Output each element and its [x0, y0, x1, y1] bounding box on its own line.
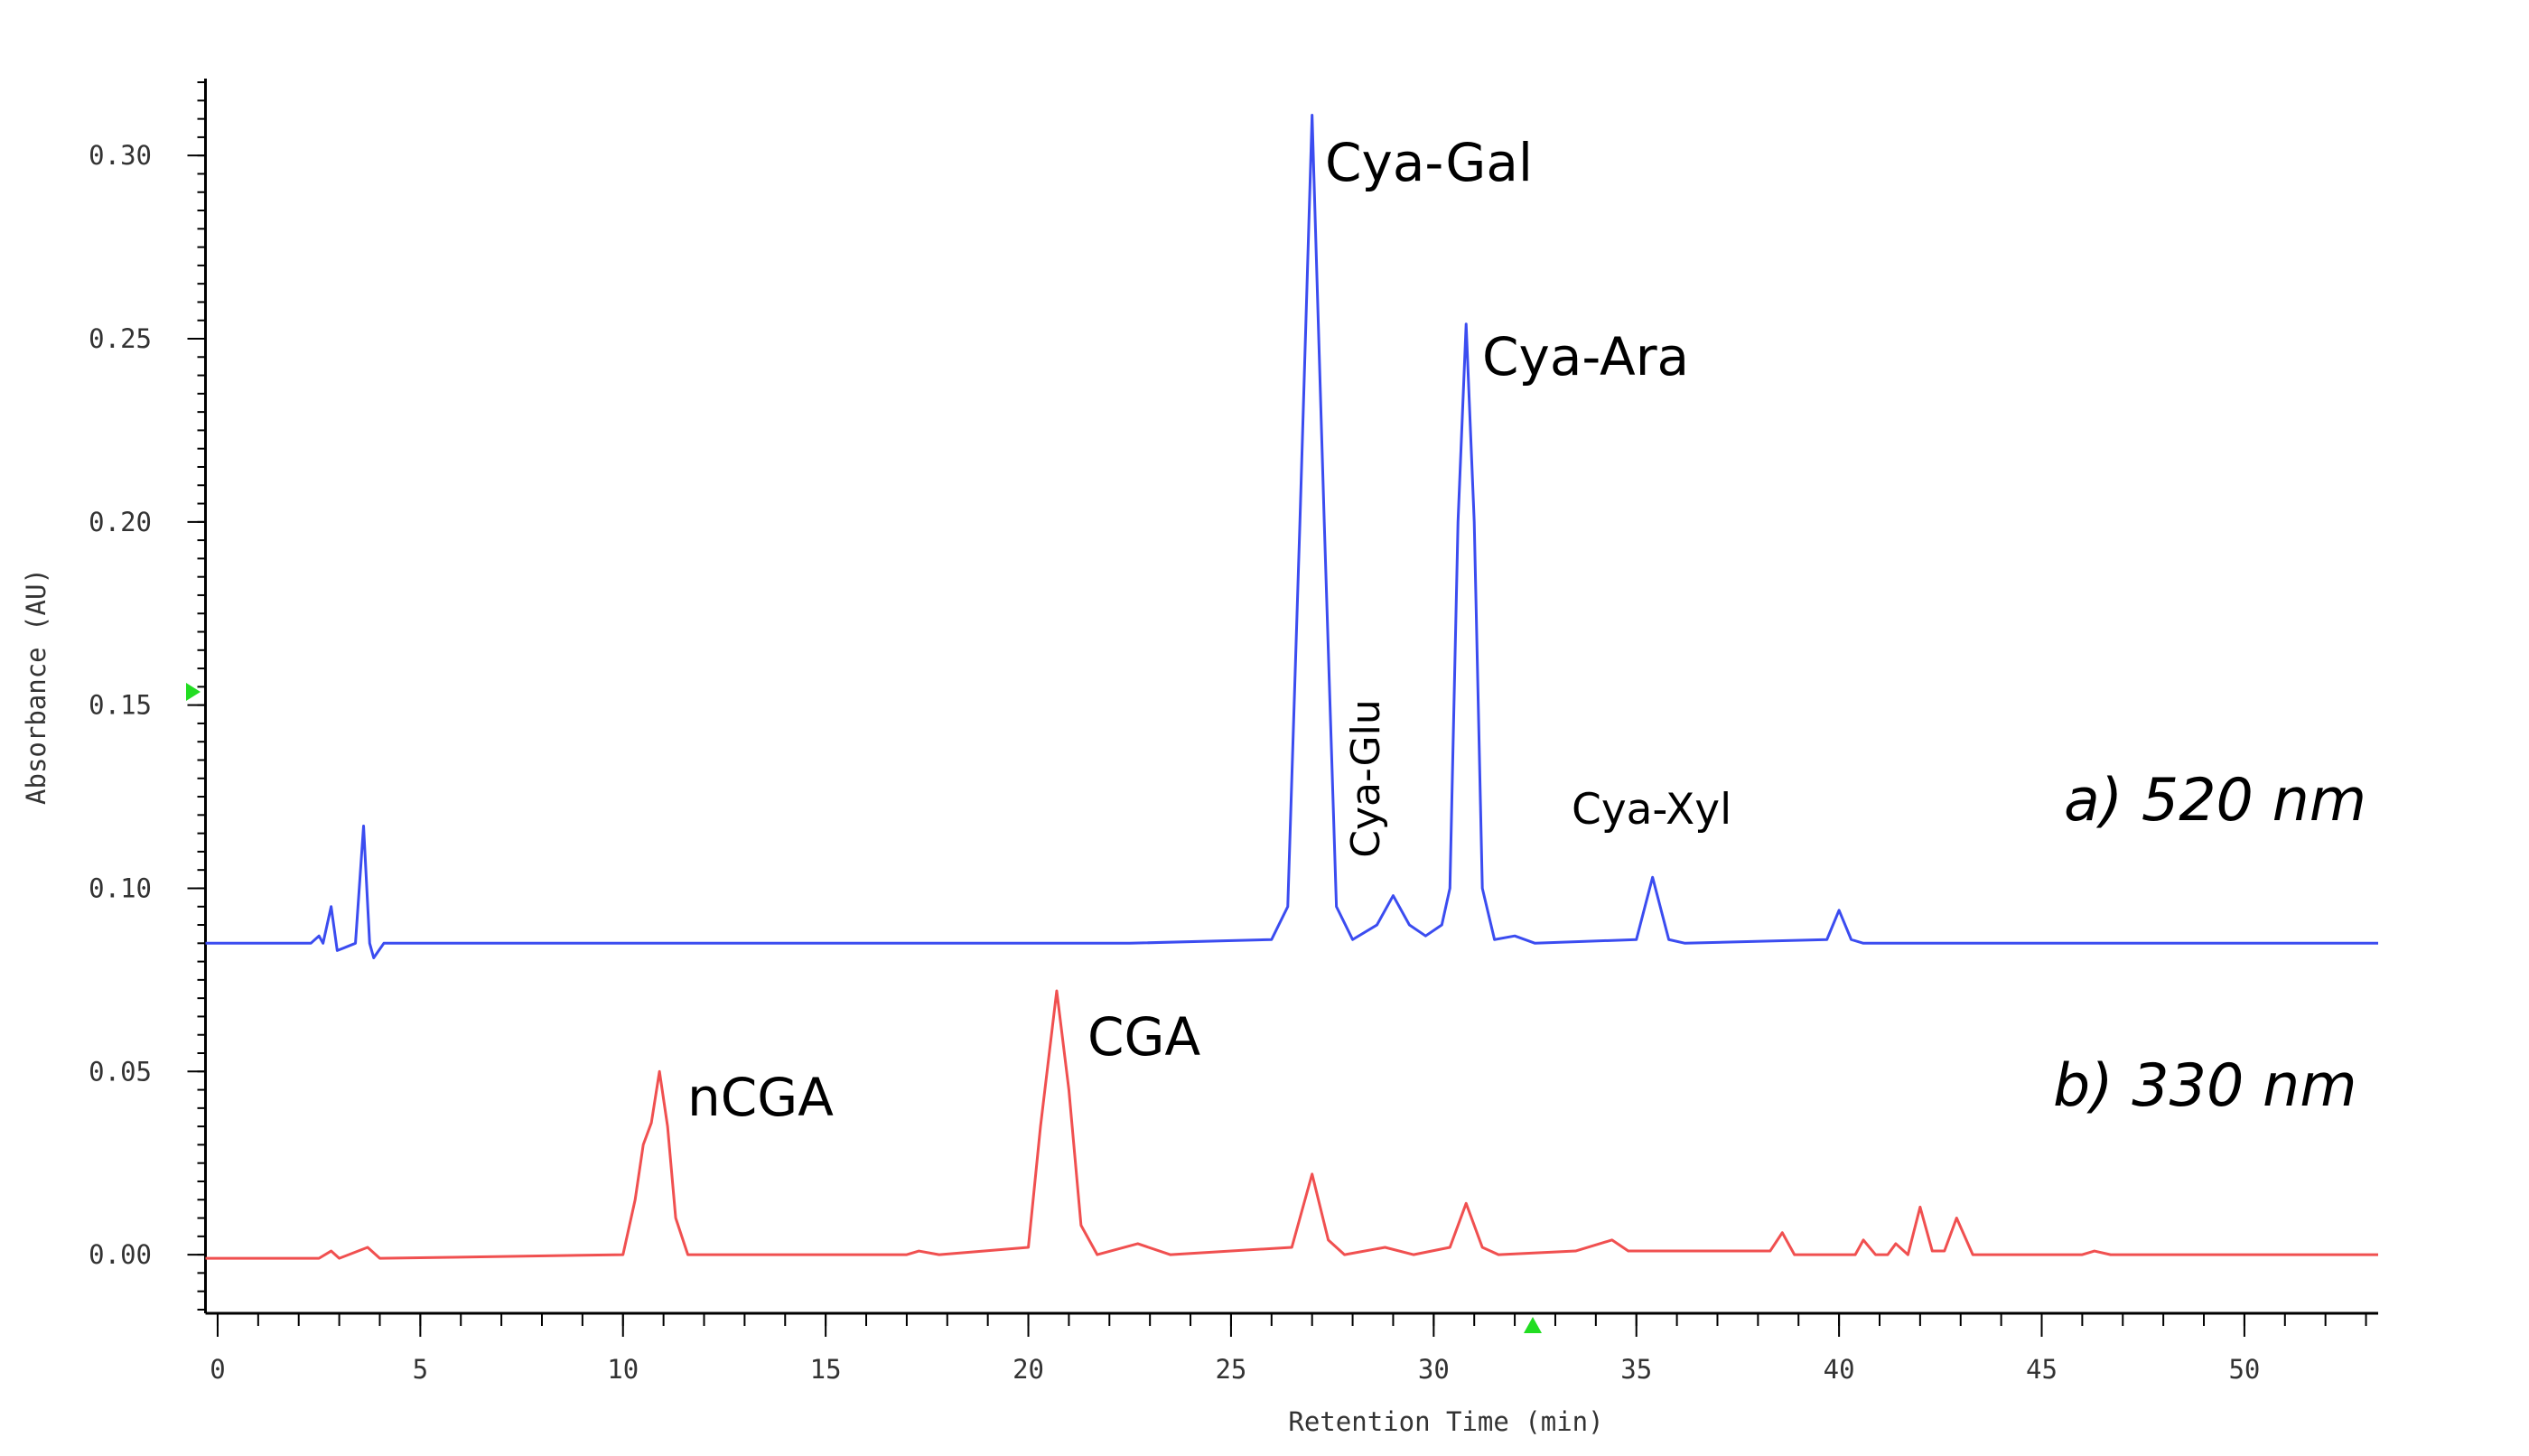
trace: [205, 114, 2378, 960]
marker: [186, 683, 201, 701]
x-tick-label: 50: [2228, 1354, 2260, 1385]
x-tick-label: 10: [607, 1354, 639, 1385]
y-tick-label: 0.00: [89, 1239, 152, 1270]
x-tick-label: 25: [1215, 1354, 1246, 1385]
y-tick-label: 0.30: [89, 140, 152, 171]
y-axis-label: Absorbance (AU): [21, 568, 51, 805]
x-tick-label: 0: [210, 1354, 225, 1385]
x-tick-label: 35: [1620, 1354, 1652, 1385]
y-tick-label: 0.20: [89, 507, 152, 537]
peak-label: Cya-Xyl: [1572, 785, 1731, 835]
marker: [1524, 1317, 1542, 1333]
y-tick-label: 0.15: [89, 690, 152, 721]
trace-label: a) 520 nm: [2064, 767, 2366, 835]
x-tick-label: 20: [1013, 1354, 1044, 1385]
x-tick-label: 45: [2026, 1354, 2058, 1385]
peak-label: Cya-Glu: [1343, 699, 1389, 857]
y-tick-label: 0.10: [89, 873, 152, 903]
x-tick-label: 15: [810, 1354, 842, 1385]
y-tick-label: 0.05: [89, 1056, 152, 1087]
x-tick-label: 40: [1824, 1354, 1855, 1385]
y-tick-label: 0.25: [89, 323, 152, 354]
peak-label: nCGA: [687, 1067, 834, 1128]
trace-label: b) 330 nm: [2053, 1052, 2357, 1120]
x-tick-label: 30: [1418, 1354, 1450, 1385]
peak-label: Cya-Gal: [1325, 132, 1533, 193]
x-tick-label: 5: [413, 1354, 428, 1385]
x-axis-label: Retention Time (min): [1288, 1406, 1603, 1437]
trace: [205, 989, 2378, 1260]
peak-label: Cya-Ara: [1482, 326, 1689, 387]
peak-label: CGA: [1087, 1006, 1200, 1068]
